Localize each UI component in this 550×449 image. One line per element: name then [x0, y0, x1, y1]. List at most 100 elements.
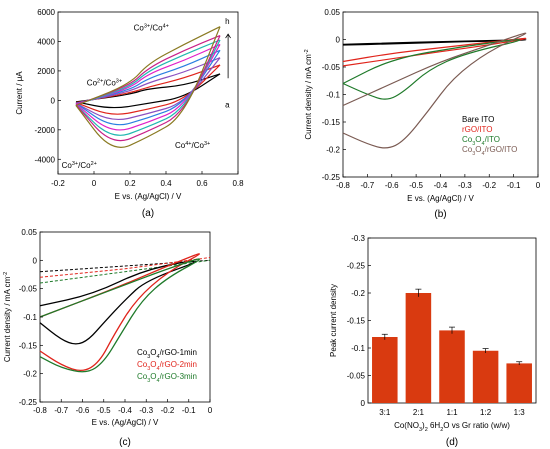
y-tick-label: -0.1 — [326, 91, 340, 100]
legend-entry: rGO/ITO — [462, 125, 493, 134]
x-tick-label: 2:1 — [413, 408, 425, 417]
x-tick-label: 0 — [208, 406, 213, 415]
x-tick-label: 1:3 — [514, 408, 526, 417]
cv-line — [39, 253, 201, 372]
x-axis-label: Co(NO3)2 6H2O vs Gr ratio (w/w) — [394, 421, 510, 433]
bar — [506, 363, 532, 403]
cv-line — [39, 258, 201, 373]
legend-entry: Co3O4/rGO-2min — [137, 360, 197, 372]
x-tick-label: 1:1 — [446, 408, 458, 417]
x-tick-label: -0.4 — [434, 181, 448, 190]
y-tick-label: -0.3 — [351, 234, 365, 243]
arrow-head — [225, 33, 231, 39]
cv-line-lower — [75, 26, 221, 148]
x-tick-label: 0.6 — [196, 179, 208, 188]
bar — [472, 350, 499, 403]
y-tick-label: -0.25 — [347, 262, 366, 271]
y-tick-label: 0 — [336, 36, 341, 45]
legend-entry: Bare ITO — [462, 115, 494, 124]
cv-line — [342, 32, 527, 149]
x-tick-label: -0.8 — [336, 181, 350, 190]
cv-line-lower — [75, 35, 221, 142]
plot-frame — [57, 11, 239, 175]
cv-line-upper — [75, 43, 221, 105]
annotation: Co2+/Co3+ — [87, 79, 122, 88]
legend-entry: Co3O4/ITO — [462, 135, 500, 147]
y-tick-label: -0.15 — [19, 341, 38, 350]
cv-line-lower — [75, 39, 221, 136]
y-tick-label: -0.05 — [322, 63, 341, 72]
bar — [439, 330, 465, 403]
y-tick-label: -0.25 — [19, 398, 38, 407]
annotation: Co3+/Co2+ — [62, 161, 97, 170]
y-tick-label: -0.2 — [326, 146, 340, 155]
y-axis-label: Current density / mA cm-2 — [304, 49, 313, 139]
x-tick-label: 3:1 — [379, 408, 391, 417]
y-tick-label: -0.15 — [347, 317, 366, 326]
y-axis-label: Current / μA — [15, 71, 24, 115]
x-tick-label: 0 — [536, 181, 541, 190]
y-tick-label: 6000 — [37, 8, 55, 17]
cv-line-lower — [75, 73, 221, 109]
panel-label: (a) — [142, 208, 154, 219]
cv-line — [342, 37, 527, 67]
x-tick-label: -0.8 — [33, 406, 47, 415]
x-tick-label: -0.5 — [409, 181, 423, 190]
y-tick-label: -0.05 — [19, 285, 38, 294]
x-axis-label: E vs. (Ag/AgCl) / V — [407, 194, 474, 203]
y-tick-label: -0.1 — [23, 313, 37, 322]
x-tick-label: 0.2 — [124, 179, 136, 188]
x-tick-label: 0.4 — [160, 179, 172, 188]
y-tick-label: -0.2 — [351, 289, 365, 298]
x-tick-label: -0.3 — [139, 406, 153, 415]
legend-entry: Co3O4/rGO-1min — [137, 348, 197, 360]
y-axis-label: Peak current density — [329, 284, 338, 357]
x-tick-label: -0.7 — [360, 181, 374, 190]
x-tick-label: -0.2 — [51, 179, 65, 188]
annotation: Co4+/Co3+ — [175, 141, 210, 150]
x-tick-label: -0.2 — [161, 406, 175, 415]
panel-label: (d) — [446, 437, 458, 448]
x-tick-label: -0.6 — [385, 181, 399, 190]
cv-line-lower — [75, 57, 221, 120]
cv-line-lower — [75, 64, 221, 115]
y-tick-label: 0 — [51, 96, 56, 105]
panel-label: (b) — [434, 209, 446, 220]
x-axis-label: E vs. (Ag/AgCl) / V — [92, 418, 159, 427]
x-tick-label: -0.3 — [458, 181, 472, 190]
x-tick-label: -0.1 — [182, 406, 196, 415]
y-tick-label: 0 — [33, 256, 38, 265]
y-tick-label: 0.05 — [324, 8, 340, 17]
y-tick-label: -2000 — [35, 126, 56, 135]
x-tick-label: 1:2 — [480, 408, 492, 417]
x-tick-label: -0.5 — [97, 406, 111, 415]
panel-label: (c) — [119, 437, 131, 448]
x-tick-label: 0.8 — [232, 179, 244, 188]
cv-line-upper — [75, 26, 221, 107]
y-tick-label: -0.2 — [23, 370, 37, 379]
cv-line-upper — [75, 49, 221, 104]
y-tick-label: -0.1 — [351, 344, 365, 353]
annotation: Co3+/Co4+ — [134, 23, 169, 32]
bar — [405, 293, 432, 403]
x-tick-label: -0.7 — [54, 406, 68, 415]
legend-entry: Co3O4/rGO/ITO — [462, 145, 517, 157]
x-tick-label: -0.6 — [76, 406, 90, 415]
x-tick-label: -0.1 — [507, 181, 521, 190]
y-axis-label: Current density / mA cm-2 — [3, 272, 12, 362]
cv-line-lower — [75, 49, 221, 126]
x-tick-label: -0.4 — [118, 406, 132, 415]
y-tick-label: 0.05 — [21, 228, 37, 237]
y-tick-label: 0 — [361, 399, 366, 408]
annotation: a — [225, 101, 230, 110]
legend-entry: Co3O4/rGO-3min — [137, 372, 197, 384]
x-axis-label: E vs. (Ag/AgCl) / V — [115, 192, 182, 201]
dashed-line — [39, 257, 211, 278]
bar — [372, 337, 398, 403]
annotation: h — [225, 17, 229, 26]
y-tick-label: 4000 — [37, 37, 55, 46]
y-tick-label: -0.25 — [322, 173, 341, 182]
cv-line — [39, 260, 195, 345]
cv-line-upper — [75, 35, 221, 106]
